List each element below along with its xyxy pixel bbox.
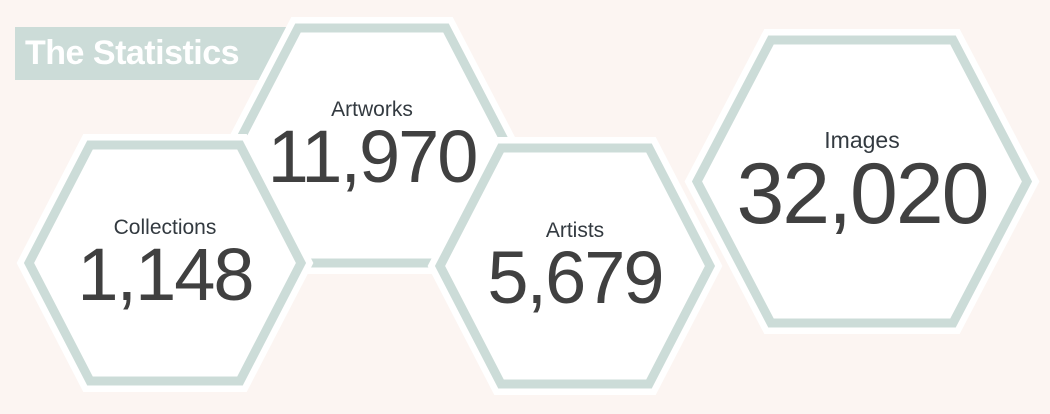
- stat-value: 11,970: [267, 115, 479, 199]
- stat-value: 5,679: [487, 235, 664, 319]
- stat-value: 1,148: [77, 232, 254, 316]
- stat-label: Images: [824, 127, 900, 154]
- stat-content: Artists 5,679: [440, 148, 710, 384]
- hexagon-shape: [684, 29, 1040, 334]
- stat-label: Artworks: [331, 98, 413, 122]
- stat-label: Artists: [545, 218, 605, 242]
- stat-hexagon-images: Images 32,020: [684, 29, 1040, 334]
- stat-value: 32,020: [736, 145, 989, 242]
- stat-hexagon-collections: Collections 1,148: [16, 134, 314, 392]
- stat-hexagon-artists: Artists 5,679: [427, 137, 723, 395]
- stat-content: Artworks 11,970: [237, 28, 507, 263]
- page-title: The Statistics: [25, 34, 240, 72]
- stat-content: Images 32,020: [697, 40, 1027, 323]
- stat-label: Collections: [113, 215, 217, 239]
- hexagon-shape: [16, 134, 314, 392]
- hexagon-shape: [427, 137, 723, 395]
- stat-content: Collections 1,148: [29, 145, 301, 381]
